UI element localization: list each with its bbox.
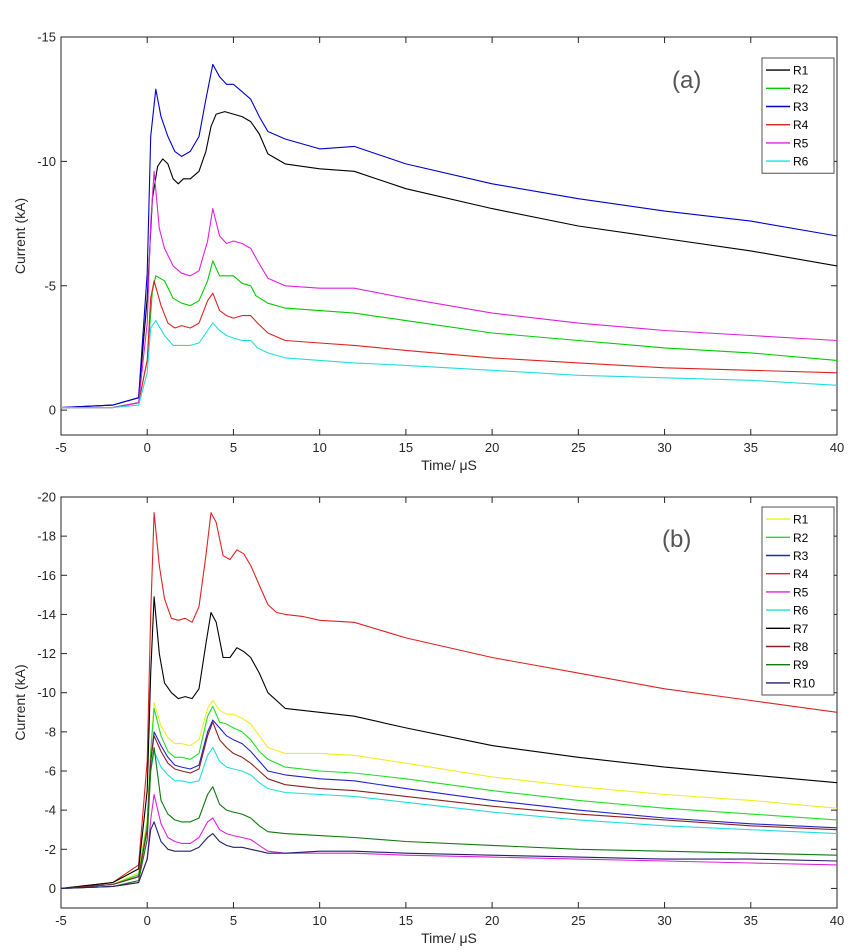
y-tick-label: -15	[37, 30, 56, 45]
plot-area	[60, 496, 838, 909]
legend-entry-label: R4	[793, 567, 809, 581]
y-tick-label: -5	[44, 278, 56, 293]
panel-label: (b)	[662, 526, 691, 553]
x-tick-label: -5	[55, 440, 67, 455]
chart-panel-b: -5 0 5 10 15 20 25 30 35 40 0 -2 -4 -6 -8 -10 -12 -14 -16 -…	[12, 490, 844, 947]
series-line-r9	[61, 746, 837, 889]
series-line-r4	[61, 280, 837, 409]
legend-entry-label: R7	[793, 622, 809, 636]
legend-entry-label: R2	[793, 531, 809, 545]
legend-entry-label: R6	[793, 155, 809, 169]
x-tick-label: 15	[399, 440, 413, 455]
x-tick-label: 0	[144, 440, 151, 455]
series-line-r5	[61, 170, 837, 409]
x-tick-label: 40	[830, 440, 844, 455]
legend-entry-label: R3	[793, 549, 809, 563]
series-line-r2	[61, 260, 837, 409]
x-tick-label: 5	[230, 913, 237, 928]
legend-entry-label: R5	[793, 136, 809, 150]
y-tick-label: 0	[49, 403, 56, 418]
legend-entry-label: R2	[793, 82, 809, 96]
legend-entry-label: R1	[793, 513, 809, 527]
y-axis-label: Current (kA)	[12, 664, 28, 740]
legend-entry-label: R4	[793, 118, 809, 132]
y-axis-label: Current (kA)	[12, 198, 28, 274]
y-tick-label: -10	[37, 685, 56, 700]
y-tick-label: -10	[37, 154, 56, 169]
x-tick-label: 30	[657, 440, 671, 455]
legend-entry-label: R5	[793, 585, 809, 599]
x-tick-label: 10	[312, 913, 326, 928]
series-line-r7	[61, 596, 837, 889]
legend-entry-label: R8	[793, 640, 809, 654]
x-tick-label: 15	[399, 913, 413, 928]
series-line-r8	[61, 721, 837, 889]
chart-panel-a: -5 0 5 10 15 20 25 30 35 40 0 -5 -10 -15 Time/ μS Curre…	[12, 30, 844, 474]
legend-entry-label: R6	[793, 604, 809, 618]
y-tick-label: -18	[37, 529, 56, 544]
y-tick-label: -2	[44, 842, 56, 857]
x-tick-label: 0	[144, 913, 151, 928]
legend-entry-label: R3	[793, 100, 809, 114]
x-axis-label: Time/ μS	[421, 930, 477, 946]
x-tick-label: 35	[744, 440, 758, 455]
x-tick-label: 35	[744, 913, 758, 928]
series-line-r4	[61, 512, 837, 889]
x-axis-label: Time/ μS	[421, 457, 477, 473]
plot-area	[60, 36, 838, 436]
legend-box	[761, 506, 835, 696]
y-tick-label: -8	[44, 724, 56, 739]
y-tick-label: -16	[37, 568, 56, 583]
series-line-r3	[61, 63, 837, 409]
y-tick-label: 0	[49, 881, 56, 896]
panel-label: (a)	[672, 67, 701, 94]
series-line-r10	[61, 821, 837, 889]
series-line-r6	[61, 320, 837, 409]
y-tick-label: -4	[44, 803, 56, 818]
y-tick-label: -14	[37, 607, 56, 622]
legend-entry-label: R1	[793, 64, 809, 78]
legend-entry-label: R9	[793, 658, 809, 672]
x-tick-label: 20	[485, 913, 499, 928]
y-tick-label: -6	[44, 764, 56, 779]
series-line-r5	[61, 793, 837, 889]
legend-box	[761, 57, 835, 174]
x-tick-label: 10	[312, 440, 326, 455]
x-tick-label: 30	[657, 913, 671, 928]
x-tick-label: 25	[571, 440, 585, 455]
series-line-r2	[61, 705, 837, 889]
series-line-r1	[61, 111, 837, 409]
x-tick-label: 40	[830, 913, 844, 928]
x-tick-label: 25	[571, 913, 585, 928]
y-tick-label: -12	[37, 646, 56, 661]
x-tick-label: -5	[55, 913, 67, 928]
legend-entry-label: R10	[793, 676, 815, 690]
x-tick-label: 5	[230, 440, 237, 455]
y-tick-label: -20	[37, 490, 56, 505]
x-tick-label: 20	[485, 440, 499, 455]
